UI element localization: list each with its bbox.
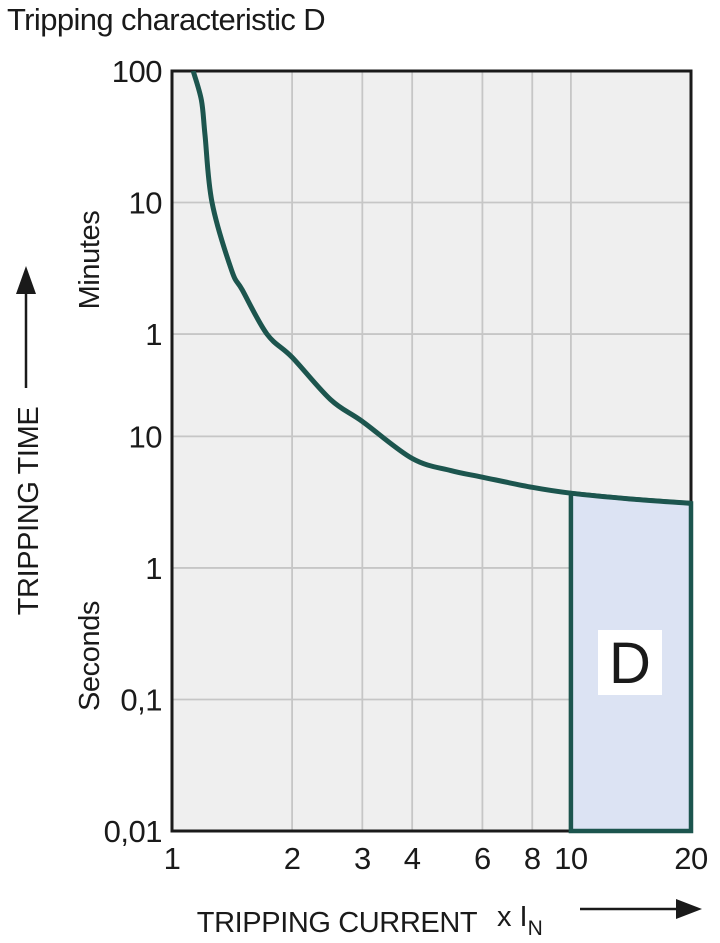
plot-frame: [170, 69, 693, 833]
x-tick-label: 8: [524, 841, 541, 876]
y-tick-label: 0,01: [104, 814, 162, 849]
x-tick-label: 6: [474, 841, 491, 876]
x-tick-label: 3: [354, 841, 371, 876]
x-tick-label: 20: [674, 841, 708, 876]
y-axis-arrow-icon: [16, 266, 36, 388]
x-tick-label: 1: [164, 841, 181, 876]
y-tick-label: 10: [129, 419, 163, 454]
x-axis-unit: x IN: [497, 901, 543, 940]
y-axis-unit-seconds: Seconds: [74, 601, 106, 711]
region-d-label: D: [609, 631, 651, 696]
figure-title: Tripping characteristic D: [7, 2, 326, 37]
y-tick-label: 1: [145, 551, 162, 586]
plot-area: [170, 69, 694, 834]
y-tick-label: 0,1: [120, 682, 162, 717]
x-axis-arrow-icon: [580, 899, 702, 919]
tripping-curve: [190, 71, 691, 506]
y-tick-label: 10: [129, 186, 163, 221]
region-d-label-box: [598, 630, 662, 695]
y-axis-title: TRIPPING TIME: [13, 407, 45, 616]
axis-ticks: 1 2 3 4 6 8 10 20 100 10 1 10 1 0,1 0,01: [104, 54, 709, 876]
x-axis-title: TRIPPING CURRENT: [197, 907, 478, 939]
y-tick-label: 1: [145, 317, 162, 352]
x-tick-label: 4: [404, 841, 421, 876]
x-tick-label: 2: [284, 841, 301, 876]
y-axis-unit-minutes: Minutes: [74, 211, 106, 310]
y-tick-label: 100: [112, 54, 162, 89]
x-tick-label: 10: [554, 841, 588, 876]
